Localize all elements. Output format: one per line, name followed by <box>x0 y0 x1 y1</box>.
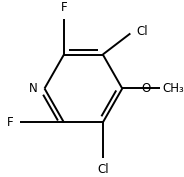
Text: F: F <box>61 1 67 14</box>
Text: CH₃: CH₃ <box>163 82 184 95</box>
Text: F: F <box>7 116 14 129</box>
Text: N: N <box>29 82 38 95</box>
Text: Cl: Cl <box>137 25 148 38</box>
Text: Cl: Cl <box>97 163 109 176</box>
Text: O: O <box>141 82 150 95</box>
